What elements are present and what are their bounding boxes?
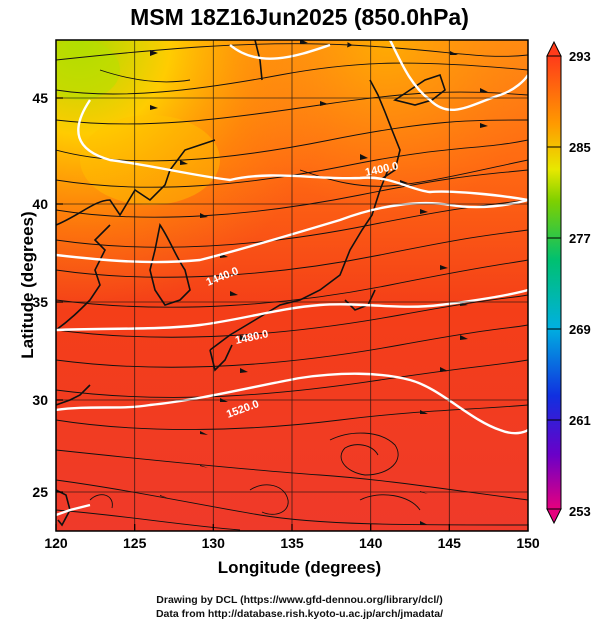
colorbar-label: 269 — [569, 322, 591, 337]
x-tick-label: 125 — [123, 535, 147, 551]
colorbar-label: 293 — [569, 49, 591, 64]
colorbar-label: 253 — [569, 504, 591, 519]
colorbar-label: 285 — [569, 140, 591, 155]
y-tick-label: 30 — [32, 392, 48, 408]
y-tick-label: 25 — [32, 484, 48, 500]
y-axis-label: Latitude (degrees) — [18, 211, 37, 359]
y-tick-label: 40 — [32, 196, 48, 212]
colorbar-label: 261 — [569, 413, 591, 428]
x-axis-label: Longitude (degrees) — [217, 558, 382, 577]
colorbar-min-triangle — [546, 508, 562, 525]
y-tick-labels: 25 30 35 40 45 — [32, 90, 48, 500]
colorbar-max-triangle — [546, 40, 562, 57]
x-tick-label: 120 — [44, 535, 68, 551]
color-bar: 293 285 277 269 261 253 — [546, 40, 591, 525]
map-title: MSM 18Z16Jun2025 (850.0hPa) — [130, 4, 469, 30]
x-tick-label: 130 — [202, 535, 226, 551]
credit-data: Data from http://database.rish.kyoto-u.a… — [155, 608, 444, 620]
y-tick-label: 45 — [32, 90, 48, 106]
y-tick-label: 35 — [32, 294, 48, 310]
grid-lines — [56, 40, 528, 531]
axis-ticks — [55, 97, 529, 531]
x-tick-labels: 120 125 130 135 140 145 150 — [44, 535, 540, 551]
temperature-field — [56, 40, 528, 531]
colorbar-label: 277 — [569, 231, 591, 246]
x-tick-label: 145 — [438, 535, 462, 551]
x-tick-label: 140 — [359, 535, 383, 551]
credit-drawing: Drawing by DCL (https://www.gfd-dennou.o… — [156, 594, 443, 606]
x-tick-label: 135 — [280, 535, 304, 551]
x-tick-label: 150 — [516, 535, 540, 551]
